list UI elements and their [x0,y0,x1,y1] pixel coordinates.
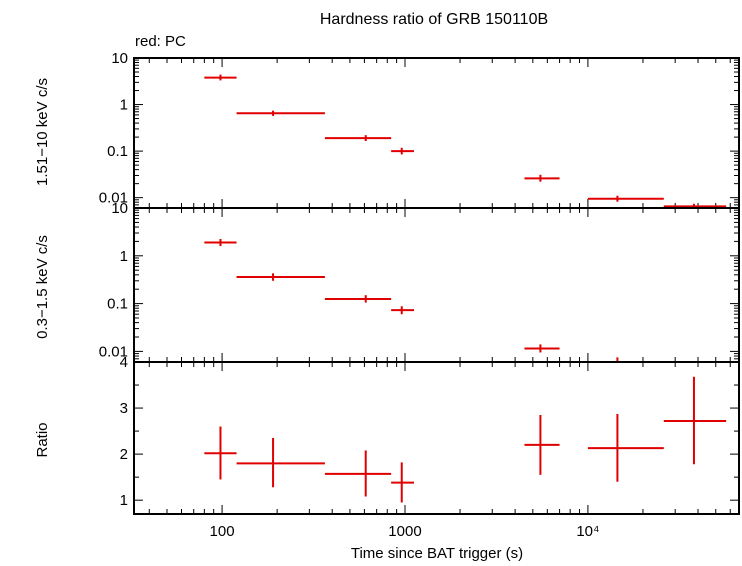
chart-panels: 10 1 0.1 0.01 1.51−10 keV c/s 10 1 0.1 0.01 0.3−1… [34,50,740,540]
data-point-ratio-3 [324,450,392,497]
y-tick-label: 10 [111,50,128,67]
y-tick-label: 4 [120,354,128,371]
data-point-ratio-1 [204,426,237,480]
panel-frame-soft [133,207,740,363]
data-point-hard-4 [391,147,414,155]
y-tick-label: 0.01 [99,343,128,360]
data-point-soft-3 [324,295,392,303]
data-point-soft-5 [524,344,560,353]
data-point-hard-7 [663,203,727,208]
y-tick-label: 3 [120,400,128,417]
panel-soft: 10 1 0.1 0.01 0.3−1.5 keV c/s [34,200,740,363]
y-axis-label-ratio: Ratio [34,422,51,457]
chart-title: Hardness ratio of GRB 150110B [320,11,548,28]
data-point-hard-2 [236,110,325,116]
data-point-soft-1 [204,238,237,247]
y-tick-label: 0.1 [107,143,128,160]
data-point-ratio-2 [236,438,325,488]
data-point-hard-5 [524,174,560,182]
x-tick-label: 100 [210,523,235,540]
data-point-hard-1 [204,74,237,81]
data-point-ratio-4 [391,462,414,503]
x-tick-label: 10⁴ [576,523,599,540]
data-point-hard-6 [587,195,664,202]
y-axis-label-soft: 0.3−1.5 keV c/s [34,235,51,339]
chart-subtitle: red: PC [135,33,186,50]
y-tick-label: 2 [120,446,128,463]
data-point-soft-4 [391,306,414,315]
data-point-hard-3 [324,135,392,141]
data-point-ratio-5 [524,414,560,475]
y-tick-label: 0.01 [99,190,128,207]
panel-frame-ratio [133,361,740,515]
data-point-ratio-6 [587,414,664,482]
panel-frame-hard [133,57,740,209]
data-point-ratio-7 [663,376,727,465]
y-tick-label: 1 [120,248,128,265]
x-axis-label: Time since BAT trigger (s) [351,545,523,562]
x-tick-label: 1000 [388,523,421,540]
y-tick-label: 0.1 [107,296,128,313]
panel-ratio: 4 3 2 1 Ratio 100 1000 10⁴ [34,354,740,540]
y-tick-label: 10 [111,200,128,217]
y-tick-label: 1 [120,97,128,114]
y-tick-label: 1 [120,492,128,509]
panel-hard: 10 1 0.1 0.01 1.51−10 keV c/s [34,50,740,209]
data-point-soft-2 [236,273,325,281]
y-axis-label-hard: 1.51−10 keV c/s [34,78,51,186]
